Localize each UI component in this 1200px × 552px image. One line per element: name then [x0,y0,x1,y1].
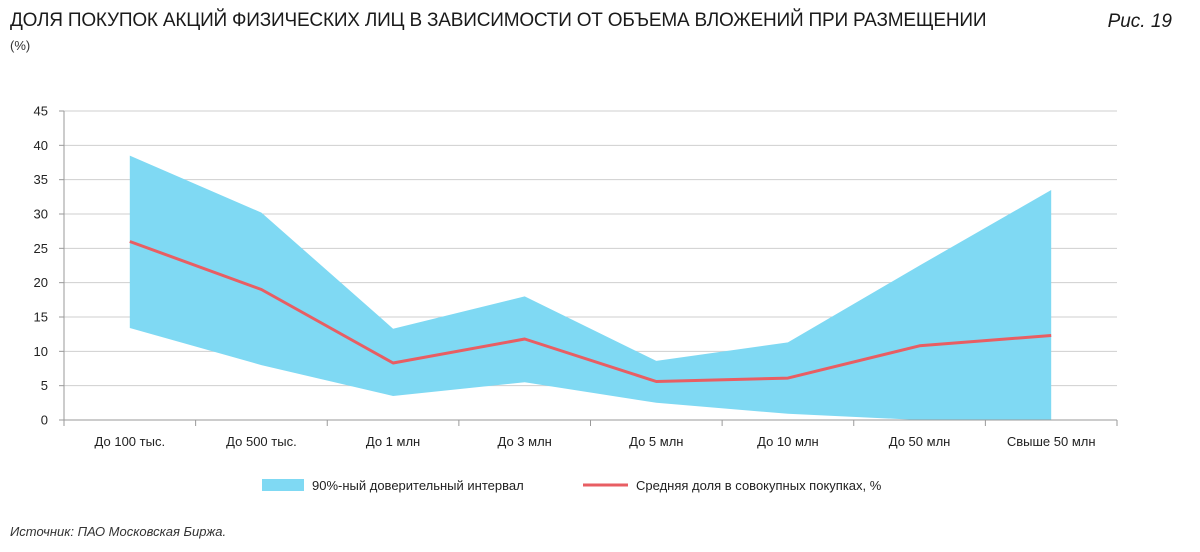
chart-title: ДОЛЯ ПОКУПОК АКЦИЙ ФИЗИЧЕСКИХ ЛИЦ В ЗАВИ… [10,10,987,31]
x-tick-label: До 1 млн [366,434,420,449]
x-tick-labels: До 100 тыс. До 500 тыс. До 1 млн До 3 млн До… [95,434,1096,449]
confidence-band [129,155,1052,420]
y-tick-label: 30 [34,207,48,222]
x-tick-label: До 50 млн [889,434,951,449]
legend-label-band: 90%-ный доверительный интервал [312,478,524,493]
axes [59,110,1118,426]
legend: 90%-ный доверительный интервал Средняя до… [262,478,882,493]
y-tick-label: 0 [41,413,48,428]
y-tick-label: 5 [41,378,48,393]
y-tick-label: 10 [34,344,48,359]
x-tick-label: До 10 млн [757,434,819,449]
y-tick-label: 15 [34,310,48,325]
x-tick-label: До 5 млн [629,434,683,449]
y-tick-label: 25 [34,241,48,256]
x-tick-label: До 3 млн [498,434,552,449]
y-tick-labels: 0 5 10 15 20 25 30 35 40 45 [34,104,48,428]
x-tick-label: До 500 тыс. [226,434,297,449]
figure-label: Рис. 19 [1107,11,1172,32]
mean-share-line [129,240,1052,383]
legend-swatch-band [262,479,304,491]
y-tick-label: 35 [34,172,48,187]
y-tick-label: 20 [34,275,48,290]
y-tick-label: 45 [34,104,48,119]
line-layer [129,240,1052,383]
y-tick-label: 40 [34,138,48,153]
legend-label-line: Средняя доля в совокупных покупках, % [636,478,882,493]
source-note: Источник: ПАО Московская Биржа. [10,524,227,539]
x-tick-label: До 100 тыс. [95,434,166,449]
x-tick-label: Свыше 50 млн [1007,434,1096,449]
band-layer [129,155,1052,420]
chart-unit: (%) [10,38,31,53]
